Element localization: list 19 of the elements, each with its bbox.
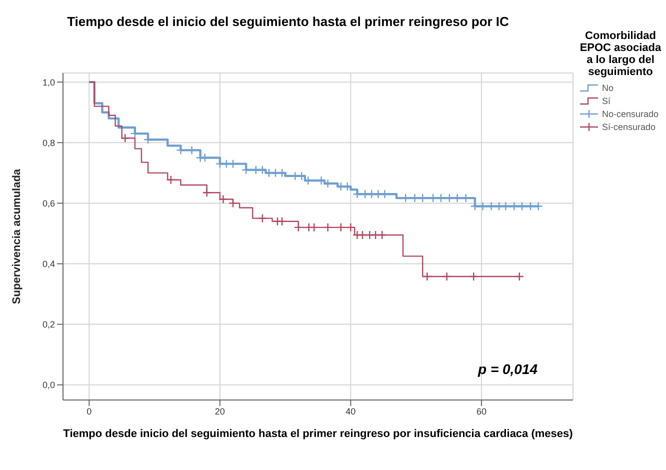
annotation: p = 0,014 [478, 361, 538, 377]
y-tick-label: 0,8 [42, 138, 55, 148]
x-tick-label: 0 [86, 406, 92, 416]
chart-title: Tiempo desde el inicio del seguimiento hasta el primer reingreso por IC [66, 14, 510, 29]
x-tick-label: 20 [214, 406, 225, 416]
y-tick-label: 0,2 [42, 320, 55, 330]
y-tick-label: 0,0 [42, 380, 55, 390]
y-tick-label: 0,6 [42, 198, 55, 208]
legend-title: Comorbilidad EPOC asociada a lo largo del seguimiento [578, 30, 662, 78]
legend-label: No [602, 82, 614, 92]
y-tick-label: 0,4 [42, 258, 55, 269]
x-tick-label: 40 [346, 406, 356, 416]
legend-label: No-censurado [602, 108, 659, 118]
x-tick-label: 60 [476, 406, 486, 416]
legend-label: Sí-censurado [602, 122, 656, 132]
x-axis-title: Tiempo desde inicio del seguimiento hasta el primer reingreso por insuficiencia cardiaca (meses) [63, 428, 573, 441]
legend-label: Sí [602, 96, 611, 106]
y-axis-title: Supervivencia acumulada [10, 168, 23, 304]
y-tick-label: 1,0 [42, 77, 55, 88]
